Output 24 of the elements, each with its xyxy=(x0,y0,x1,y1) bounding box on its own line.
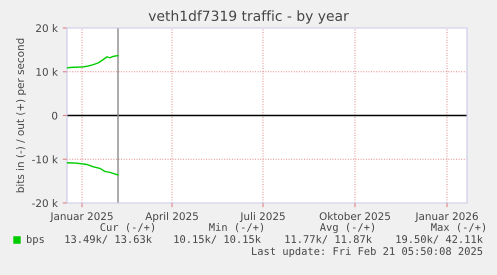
x-tick-label: Januar 2025 xyxy=(50,212,113,222)
y-tick-label: 10 k xyxy=(36,68,58,76)
text: Cur (-/+) xyxy=(100,223,154,232)
x-tick-label: April 2025 xyxy=(145,212,198,222)
chart-title: veth1df7319 traffic - by year xyxy=(148,10,349,24)
line-series xyxy=(67,54,119,69)
x-tick-label: Juli 2025 xyxy=(240,212,285,222)
text: 10.15k/ 10.15k xyxy=(174,234,261,244)
text: 19.50k/ 42.11k xyxy=(396,234,483,244)
y-tick-label: -20 k xyxy=(32,199,58,208)
text: 13.49k/ 13.63k xyxy=(65,234,152,244)
text: Avg (-/+) xyxy=(320,222,374,234)
text: Max (-/+) xyxy=(431,223,486,232)
y-tick-label: 0 xyxy=(52,112,58,120)
legend-label: bps xyxy=(26,234,44,246)
text: Min (-/+) xyxy=(209,222,264,232)
y-tick-label: -10 k xyxy=(32,155,58,164)
text: Last update: Fri Feb 21 05:50:08 2025 xyxy=(252,246,482,258)
y-tick-label: 20 k xyxy=(36,24,58,32)
line-series xyxy=(67,162,119,176)
x-tick-label: Januar 2026 xyxy=(414,212,478,222)
text: 11.77k/ 11.87k xyxy=(285,234,372,244)
x-tick-label: Oktober 2025 xyxy=(320,212,390,220)
y-axis-title: bits in (-) / out (+) per second xyxy=(16,38,26,192)
